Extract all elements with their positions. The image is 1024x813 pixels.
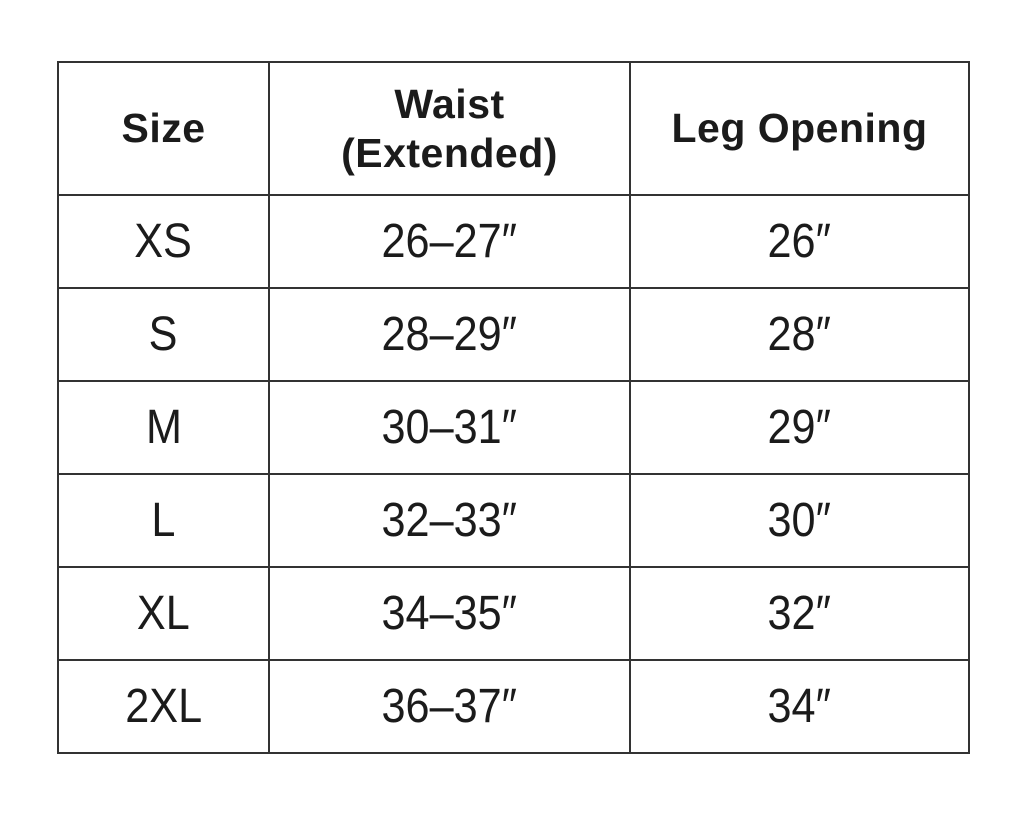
cell-waist-extended: 32–33″ bbox=[268, 473, 631, 568]
waist-value: 32–33″ bbox=[381, 493, 518, 547]
waist-value: 30–31″ bbox=[381, 400, 518, 454]
table-row: L 32–33″ 30″ bbox=[57, 473, 970, 568]
header-leg-opening-label: Leg Opening bbox=[671, 105, 928, 152]
waist-value: 34–35″ bbox=[381, 586, 518, 640]
cell-size: S bbox=[57, 287, 270, 382]
leg-opening-value: 28″ bbox=[767, 307, 832, 361]
cell-size: M bbox=[57, 380, 270, 475]
cell-leg-opening: 30″ bbox=[629, 473, 970, 568]
size-value: S bbox=[149, 307, 178, 361]
size-value: XS bbox=[134, 214, 193, 268]
leg-opening-value: 29″ bbox=[767, 400, 832, 454]
table-row: 2XL 36–37″ 34″ bbox=[57, 659, 970, 754]
cell-waist-extended: 28–29″ bbox=[268, 287, 631, 382]
cell-leg-opening: 26″ bbox=[629, 194, 970, 289]
cell-waist-extended: 30–31″ bbox=[268, 380, 631, 475]
cell-size: 2XL bbox=[57, 659, 270, 754]
header-size: Size bbox=[57, 61, 270, 196]
cell-leg-opening: 34″ bbox=[629, 659, 970, 754]
header-leg-opening: Leg Opening bbox=[629, 61, 970, 196]
cell-waist-extended: 26–27″ bbox=[268, 194, 631, 289]
waist-value: 26–27″ bbox=[381, 214, 518, 268]
cell-waist-extended: 34–35″ bbox=[268, 566, 631, 661]
table-row: M 30–31″ 29″ bbox=[57, 380, 970, 475]
header-waist-extended: Waist (Extended) bbox=[268, 61, 631, 196]
size-value: L bbox=[151, 493, 176, 547]
header-row: Size Waist (Extended) Leg Opening bbox=[57, 61, 970, 196]
table-row: S 28–29″ 28″ bbox=[57, 287, 970, 382]
size-value: XL bbox=[137, 586, 190, 640]
leg-opening-value: 32″ bbox=[767, 586, 832, 640]
cell-size: XS bbox=[57, 194, 270, 289]
cell-leg-opening: 28″ bbox=[629, 287, 970, 382]
cell-leg-opening: 29″ bbox=[629, 380, 970, 475]
leg-opening-value: 26″ bbox=[767, 214, 832, 268]
header-size-label: Size bbox=[121, 105, 206, 152]
cell-size: L bbox=[57, 473, 270, 568]
cell-size: XL bbox=[57, 566, 270, 661]
size-chart-table: Size Waist (Extended) Leg Opening XS 26–… bbox=[57, 61, 970, 754]
cell-leg-opening: 32″ bbox=[629, 566, 970, 661]
waist-value: 28–29″ bbox=[381, 307, 518, 361]
waist-value: 36–37″ bbox=[381, 679, 518, 733]
header-waist-label-line1: Waist bbox=[394, 81, 505, 128]
table-row: XL 34–35″ 32″ bbox=[57, 566, 970, 661]
size-value: 2XL bbox=[125, 679, 202, 733]
leg-opening-value: 30″ bbox=[767, 493, 832, 547]
leg-opening-value: 34″ bbox=[767, 679, 832, 733]
size-value: M bbox=[145, 400, 182, 454]
header-waist-label-line2: (Extended) bbox=[341, 129, 558, 176]
cell-waist-extended: 36–37″ bbox=[268, 659, 631, 754]
table-row: XS 26–27″ 26″ bbox=[57, 194, 970, 289]
